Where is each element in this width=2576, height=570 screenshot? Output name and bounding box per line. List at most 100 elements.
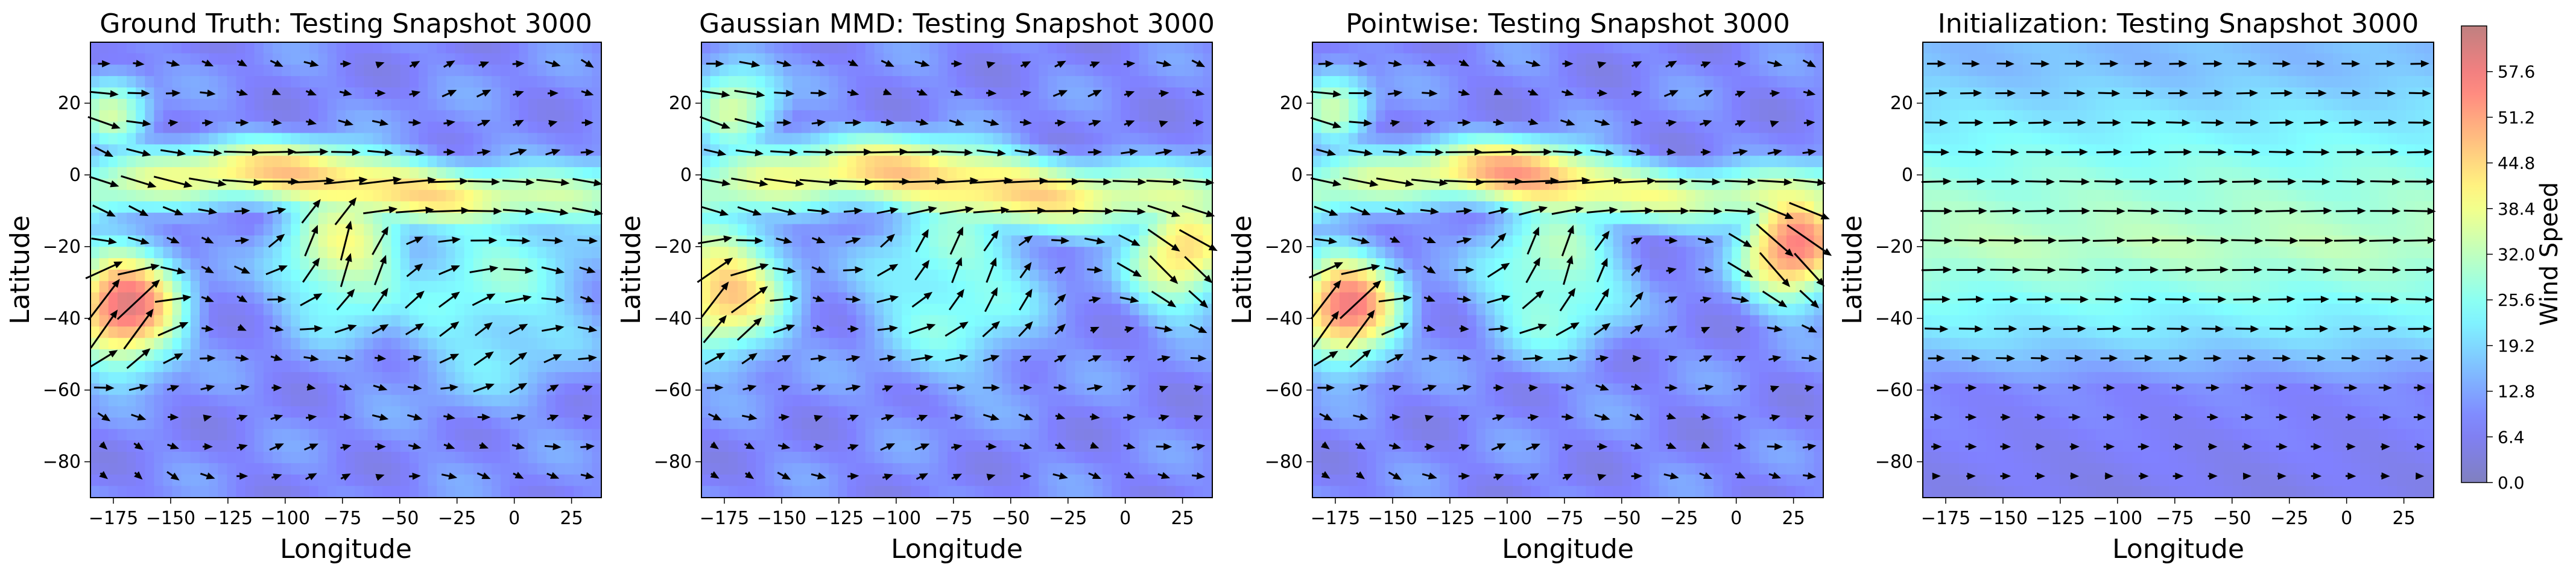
wind-arrow — [407, 414, 415, 418]
wind-arrow — [1762, 290, 1781, 304]
wind-arrowhead — [1567, 224, 1574, 235]
wind-arrow — [847, 446, 852, 449]
wind-arrow — [880, 239, 890, 248]
wind-arrowhead — [1534, 354, 1544, 362]
wind-arrow — [1423, 296, 1428, 300]
wind-arrowhead — [2209, 443, 2218, 451]
wind-arrowhead — [2426, 178, 2435, 186]
wind-arrowhead — [452, 236, 461, 244]
wind-arrowhead — [2347, 472, 2356, 480]
wind-arrow — [2334, 239, 2359, 242]
wind-arrowhead — [593, 179, 603, 186]
wind-arrowhead — [1393, 472, 1402, 480]
wind-arrow — [1699, 358, 1705, 363]
wind-arrowhead — [343, 413, 352, 421]
wind-vectors — [85, 59, 603, 481]
wind-arrow — [1488, 209, 1501, 215]
wind-arrowhead — [1529, 384, 1539, 392]
wind-arrowhead — [548, 120, 558, 127]
wind-arrow — [983, 357, 992, 362]
wind-arrow — [1757, 179, 1785, 183]
wind-arrow — [1697, 238, 1706, 242]
wind-arrowhead — [343, 60, 352, 68]
wind-arrowhead — [1092, 355, 1102, 363]
wind-arrowhead — [313, 293, 323, 301]
wind-arrowhead — [1391, 236, 1400, 243]
wind-arrowhead — [1359, 384, 1369, 391]
wind-arrowhead — [238, 414, 248, 422]
wind-arrowhead — [787, 208, 797, 216]
wind-arrowhead — [552, 354, 562, 361]
wind-arrow — [1631, 241, 1636, 245]
wind-arrowhead — [1972, 355, 1981, 363]
wind-arrowhead — [343, 89, 352, 97]
wind-arrowhead — [320, 148, 329, 156]
wind-arrow — [1802, 446, 1808, 449]
wind-arrowhead — [1975, 296, 1985, 303]
wind-arrow — [700, 90, 723, 95]
wind-arrow — [846, 298, 853, 300]
wind-arrowhead — [991, 384, 1000, 391]
wind-arrowhead — [174, 208, 184, 216]
wind-arrowhead — [1023, 442, 1033, 450]
wind-arrowhead — [352, 148, 361, 156]
wind-arrow — [1019, 268, 1028, 279]
wind-arrow — [1691, 180, 1712, 183]
x-tick-label: −75 — [1545, 508, 1583, 529]
wind-arrowhead — [1325, 60, 1334, 68]
wind-arrowhead — [1160, 414, 1169, 422]
wind-arrowhead — [1361, 208, 1371, 215]
wind-arrowhead — [1460, 414, 1470, 422]
wind-arrowhead — [1737, 60, 1747, 68]
wind-arrowhead — [2037, 413, 2046, 421]
wind-arrowhead — [2417, 413, 2426, 421]
wind-arrowhead — [780, 414, 790, 422]
wind-arrowhead — [1968, 443, 1977, 451]
wind-arrow — [847, 60, 852, 64]
wind-arrowhead — [959, 353, 969, 361]
y-tick-label: −40 — [1875, 308, 1913, 329]
wind-arrowhead — [1428, 384, 1437, 392]
wind-arrowhead — [2416, 443, 2426, 451]
wind-arrow — [1154, 326, 1165, 330]
wind-arrow — [303, 446, 311, 451]
wind-arrowhead — [1391, 119, 1400, 127]
wind-arrow — [373, 262, 384, 285]
wind-arrowhead — [2210, 384, 2220, 391]
wind-arrowhead — [1668, 119, 1677, 127]
wind-arrow — [87, 116, 113, 127]
wind-arrowhead — [2041, 60, 2050, 68]
wind-arrow — [409, 93, 413, 96]
wind-arrowhead — [479, 61, 490, 68]
wind-arrowhead — [1808, 325, 1817, 333]
wind-arrowhead — [277, 296, 286, 303]
x-tick-label: −175 — [1311, 508, 1360, 529]
wind-arrowhead — [1633, 264, 1642, 273]
wind-arrowhead — [1057, 60, 1066, 68]
wind-arrowhead — [1667, 442, 1677, 449]
wind-arrow — [1954, 239, 1979, 242]
wind-arrowhead — [2354, 119, 2363, 127]
wind-arrow — [224, 150, 253, 154]
wind-arrowhead — [380, 288, 388, 297]
wind-arrowhead — [1785, 248, 1794, 257]
wind-arrowhead — [584, 89, 594, 97]
wind-arrowhead — [990, 355, 1000, 362]
wind-arrow — [983, 119, 992, 124]
wind-arrowhead — [1160, 472, 1171, 479]
wind-arrow — [340, 261, 350, 288]
wind-arrowhead — [151, 279, 160, 288]
wind-arrowhead — [415, 323, 425, 331]
wind-arrow — [1348, 149, 1365, 154]
wind-arrowhead — [2080, 296, 2089, 303]
wind-arrowhead — [311, 224, 318, 235]
wind-arrow — [162, 206, 176, 213]
wind-arrow — [880, 446, 888, 451]
wind-arrow — [1562, 263, 1571, 285]
wind-arrowhead — [1943, 266, 1952, 274]
wind-arrowhead — [816, 266, 826, 273]
wind-arrowhead — [885, 414, 894, 422]
wind-arrowhead — [1806, 89, 1816, 97]
wind-arrowhead — [1976, 177, 1986, 185]
wind-arrow — [334, 203, 352, 226]
